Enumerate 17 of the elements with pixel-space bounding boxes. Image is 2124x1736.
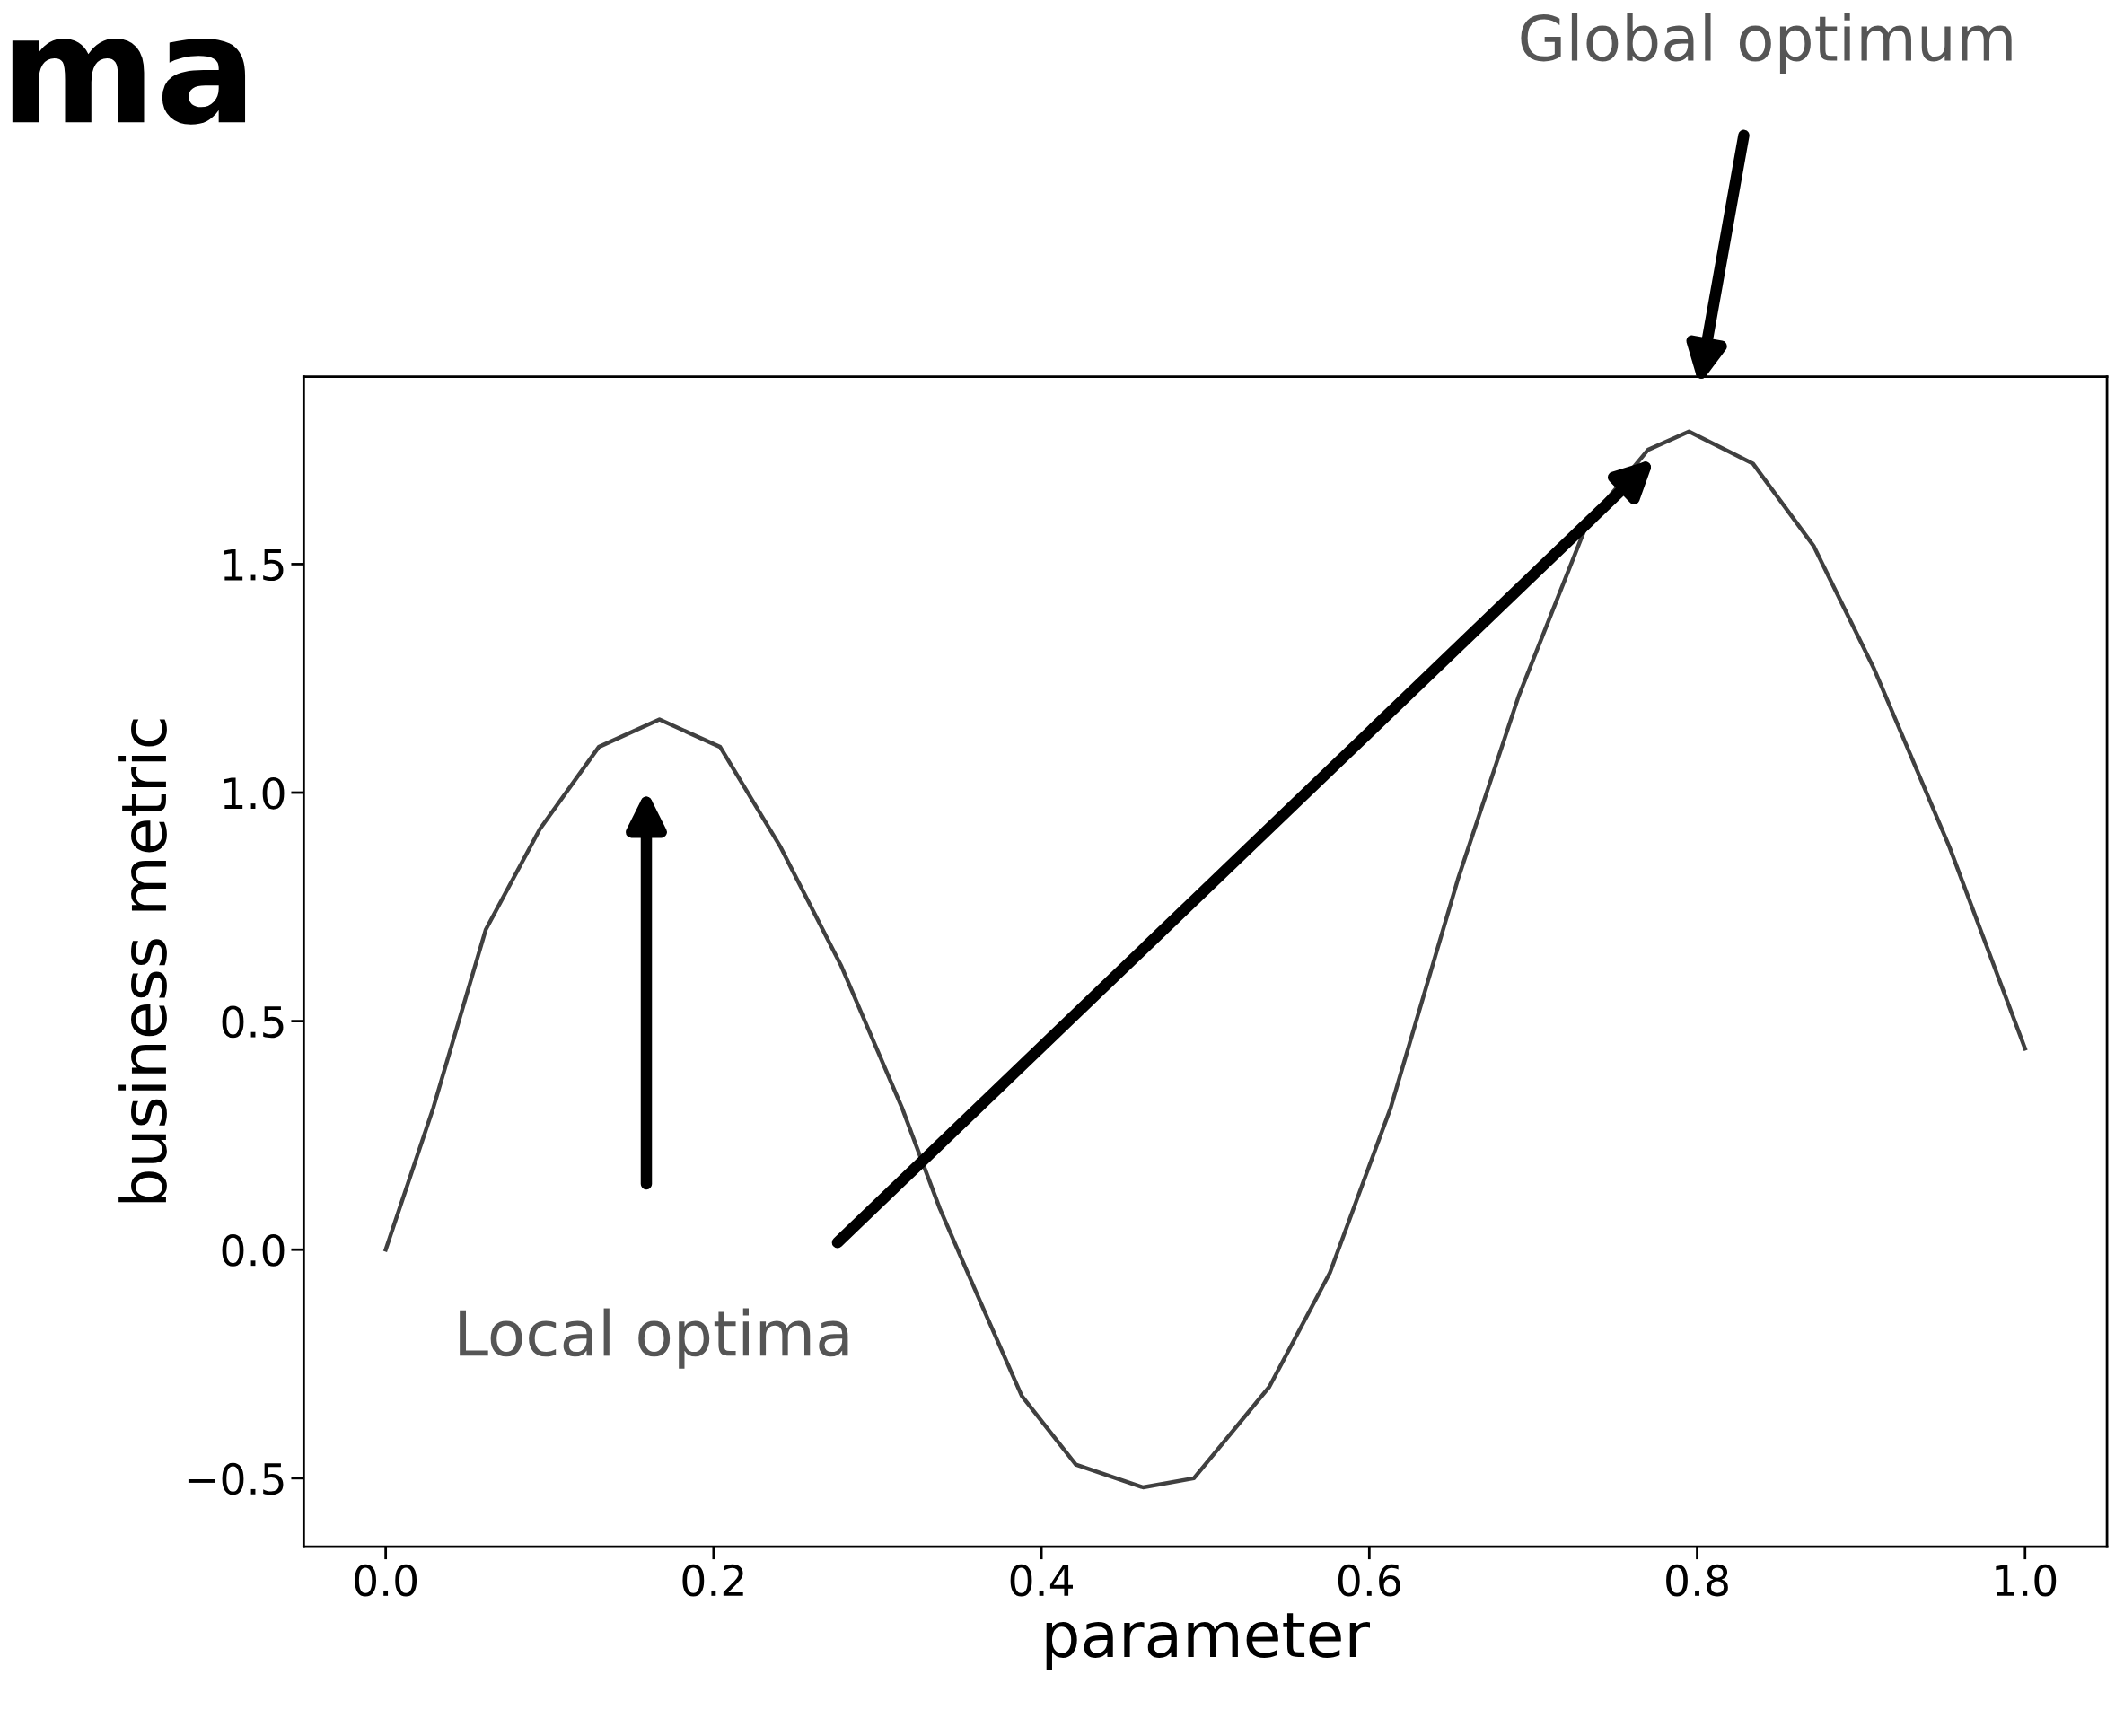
annotation: Local optima (460, 1308, 848, 1369)
x-tick-label: 0.0 (355, 1564, 417, 1597)
x-tick-label: 0.8 (1666, 1564, 1728, 1597)
x-tick-label: 0.4 (1010, 1564, 1073, 1597)
y-axis-title: business metric (118, 719, 167, 1203)
x-tick-label: 0.2 (682, 1564, 743, 1597)
chart-title: ma (12, 38, 246, 125)
y-tick-label: 1.5 (224, 548, 284, 582)
y-tick-label: 0.0 (222, 1234, 285, 1267)
y-tick-label: 1.0 (224, 776, 285, 810)
line-series (383, 429, 2027, 1490)
x-tick-label: 1.0 (1996, 1564, 2057, 1597)
x-axis-title: parameter (1046, 1613, 1371, 1670)
x-tick-label: 0.6 (1338, 1564, 1400, 1597)
y-tick-label: 0.5 (222, 1005, 284, 1039)
y-tick-label: −0.5 (188, 1462, 284, 1495)
text: Global optimum (1521, 13, 2012, 74)
